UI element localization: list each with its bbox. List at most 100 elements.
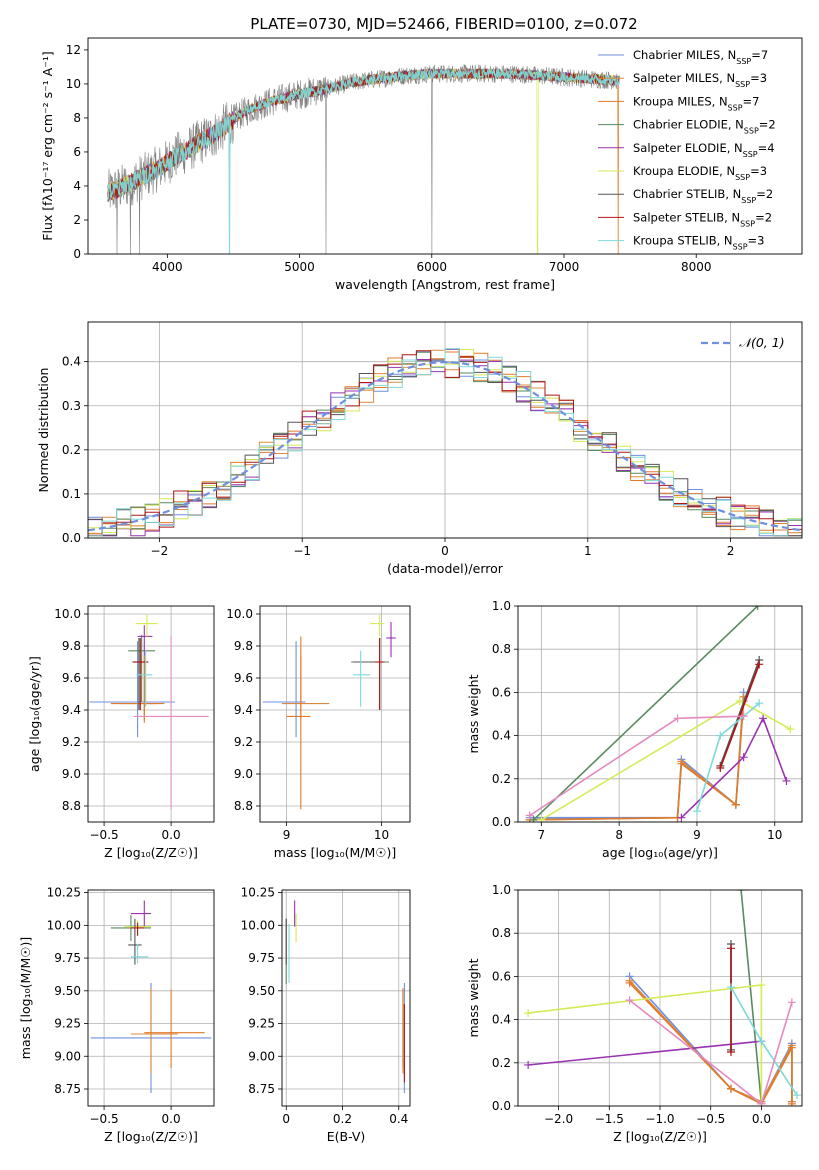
age-vs-z-xtick-label-0: −0.5 — [90, 828, 119, 842]
weight-vs-z-panel: −2.0 −1.5 −1.0 −0.5 0.0 0.0 0.2 0.4 0.6 0.8 1.0 Z [… — [466, 883, 803, 1144]
weight-vs-age-xtick-label-3: 10 — [767, 828, 782, 842]
weight-vs-age-marker-8-1 — [716, 731, 725, 740]
mass-vs-z-plot-area — [90, 900, 212, 1093]
weight-vs-age-marker-9-0 — [525, 811, 534, 820]
legend-entry-1: Salpeter MILES, NSSP=3 — [633, 71, 767, 89]
weight-vs-z-xtick-label-0: −2.0 — [544, 1112, 573, 1126]
weight-vs-age-ytick-label-4: 0.8 — [492, 642, 511, 656]
weight-vs-age-plot-area — [525, 606, 795, 822]
weight-vs-z-xtick-label-3: −0.5 — [696, 1112, 725, 1126]
mass-vs-ebv-xtick-label-2: 0.4 — [389, 1112, 408, 1126]
weight-vs-z-marker-5-0 — [524, 1009, 533, 1018]
spectrum-xtick-label-3: 7000 — [549, 260, 580, 274]
mass-vs-ebv-plot-area — [285, 900, 405, 1093]
weight-vs-age-series-4 — [680, 716, 788, 819]
legend-entry-4: Salpeter ELODIE, NSSP=4 — [633, 141, 775, 159]
weight-vs-z-xtick-label-2: −1.0 — [645, 1112, 674, 1126]
spectrum-ytick-label-2: 4 — [73, 179, 81, 193]
age-vs-mass-axes-frame — [259, 605, 411, 823]
weight-vs-z-ytick-label-2: 0.4 — [492, 1013, 511, 1027]
mass-vs-z-panel: −0.5 0.0 8.75 9.00 9.25 9.50 9.75 10.00 10.25 Z [… — [18, 886, 215, 1144]
mass-vs-ebv-panel: 0 0.2 0.4 8.75 9.00 9.25 9.50 9.75 10.00 10.25 E(B… — [241, 886, 411, 1144]
normal-curve — [88, 360, 802, 532]
mass-vs-z-ytick-label-5: 10.00 — [47, 918, 81, 932]
age-vs-z-plot-area — [89, 614, 209, 810]
weight-vs-age-xtick-label-2: 9 — [693, 828, 701, 842]
model-spectrum-7 — [107, 68, 620, 199]
legend-entry-3: Chabrier ELODIE, NSSP=2 — [633, 118, 776, 136]
spectrum-axes-frame — [87, 37, 803, 255]
mass-vs-ebv-ytick-label-0: 8.75 — [248, 1082, 275, 1096]
weight-vs-age-series-1 — [529, 696, 745, 821]
weight-vs-z-marker-3-0 — [737, 890, 746, 894]
legend-entry-2: Kroupa MILES, NSSP=7 — [633, 94, 759, 112]
weight-vs-z-marker-2-0 — [625, 978, 634, 987]
age-vs-z-ytick-label-1: 9.0 — [62, 767, 81, 781]
mass-vs-ebv-xtick-label-0: 0 — [282, 1112, 290, 1126]
weight-vs-age-series-6 — [719, 659, 760, 767]
weight-vs-age-series-8 — [696, 702, 760, 812]
mass-vs-z-xtick-label-0: −0.5 — [90, 1112, 119, 1126]
mass-vs-z-ytick-label-6: 10.25 — [47, 886, 81, 900]
weight-vs-z-ytick-label-1: 0.2 — [492, 1056, 511, 1070]
weight-vs-age-marker-5-1 — [735, 697, 744, 706]
age-vs-mass-ytick-label-0: 8.8 — [234, 799, 253, 813]
weight-vs-age-series-0 — [529, 692, 745, 819]
weight-vs-z-xtick-label-1: −1.5 — [595, 1112, 624, 1126]
residuals-ytick-label-2: 0.2 — [62, 443, 81, 457]
weight-vs-age-series-3 — [533, 606, 759, 821]
weight-vs-z-plot-area — [524, 890, 801, 1106]
weight-vs-z-ytick-label-4: 0.8 — [492, 926, 511, 940]
spectrum-xlabel: wavelength [Angstrom, rest frame] — [335, 277, 555, 292]
weight-vs-z-marker-9-2 — [787, 998, 796, 1007]
weight-vs-z-ytick-label-5: 1.0 — [492, 883, 511, 897]
legend-entry-5: Kroupa ELODIE, NSSP=3 — [633, 164, 767, 182]
weight-vs-z-ytick-label-0: 0.0 — [492, 1099, 511, 1113]
residuals-ytick-label-1: 0.1 — [62, 487, 81, 501]
residuals-panel: −2 −1 0 1 2 0.0 0.1 0.2 0.3 0.4 (data-model)/error… — [36, 321, 803, 576]
spectrum-xtick-label-1: 5000 — [284, 260, 315, 274]
mass-vs-z-axes-frame — [87, 889, 215, 1107]
spectrum-xtick-label-0: 4000 — [152, 260, 183, 274]
age-vs-mass-xtick-label-1: 10 — [374, 828, 389, 842]
residuals-ytick-label-0: 0.0 — [62, 531, 81, 545]
age-vs-z-ytick-label-0: 8.8 — [62, 799, 81, 813]
age-vs-mass-ytick-label-2: 9.2 — [234, 735, 253, 749]
weight-vs-z-xlabel: Z [log₁₀(Z/Z☉)] — [613, 1129, 707, 1144]
weight-vs-z-series-4 — [528, 1040, 762, 1066]
weight-vs-z-marker-9-1 — [757, 1099, 766, 1106]
weight-vs-z-ytick-label-3: 0.6 — [492, 969, 511, 983]
mass-vs-ebv-ytick-label-3: 9.50 — [248, 984, 275, 998]
weight-vs-age-ytick-label-5: 1.0 — [492, 599, 511, 613]
weight-vs-z-marker-8-0 — [727, 983, 735, 992]
weight-vs-age-axes-frame — [517, 605, 803, 823]
model-spectrum-0 — [107, 67, 620, 201]
weight-vs-age-marker-8-2 — [755, 699, 764, 708]
weight-vs-z-marker-8-2 — [792, 1091, 801, 1100]
age-vs-z-ytick-label-2: 9.2 — [62, 735, 81, 749]
residuals-ytick-label-4: 0.4 — [62, 355, 81, 369]
spectrum-ytick-label-3: 6 — [73, 145, 81, 159]
spectrum-ylabel: Flux [fλ10⁻¹⁷ erg cm⁻² s⁻¹ A⁻¹] — [40, 51, 55, 240]
weight-vs-age-marker-7-0 — [716, 764, 725, 772]
weight-vs-age-series-5 — [540, 700, 791, 821]
spectrum-xtick-label-4: 8000 — [681, 260, 712, 274]
mass-vs-ebv-ytick-label-6: 10.25 — [241, 886, 275, 900]
legend-entry-6: Chabrier STELIB, NSSP=2 — [633, 187, 773, 205]
age-vs-mass-ytick-label-3: 9.4 — [234, 703, 253, 717]
weight-vs-age-marker-8-0 — [692, 807, 701, 816]
weight-vs-age-ytick-label-0: 0.0 — [492, 815, 511, 829]
age-vs-mass-ytick-label-4: 9.6 — [234, 671, 253, 685]
weight-vs-age-panel: 7 8 9 10 0.0 0.2 0.4 0.6 0.8 1.0 age [log₁₀(age/yr… — [466, 599, 803, 860]
residuals-plot-area — [88, 348, 802, 537]
residuals-xtick-label-3: 1 — [584, 544, 592, 558]
mass-vs-ebv-ytick-label-2: 9.25 — [248, 1017, 275, 1031]
model-spectrum-8 — [107, 67, 620, 254]
weight-vs-age-marker-3-1 — [753, 606, 762, 610]
weight-vs-z-series-3 — [740, 890, 763, 1104]
weight-vs-age-marker-3-0 — [529, 815, 538, 822]
age-vs-z-ytick-label-3: 9.4 — [62, 703, 81, 717]
weight-vs-z-ylabel: mass weight — [466, 958, 481, 1037]
legend-entry-8: Kroupa STELIB, NSSP=3 — [633, 234, 764, 252]
weight-vs-age-marker-5-0 — [537, 815, 546, 822]
